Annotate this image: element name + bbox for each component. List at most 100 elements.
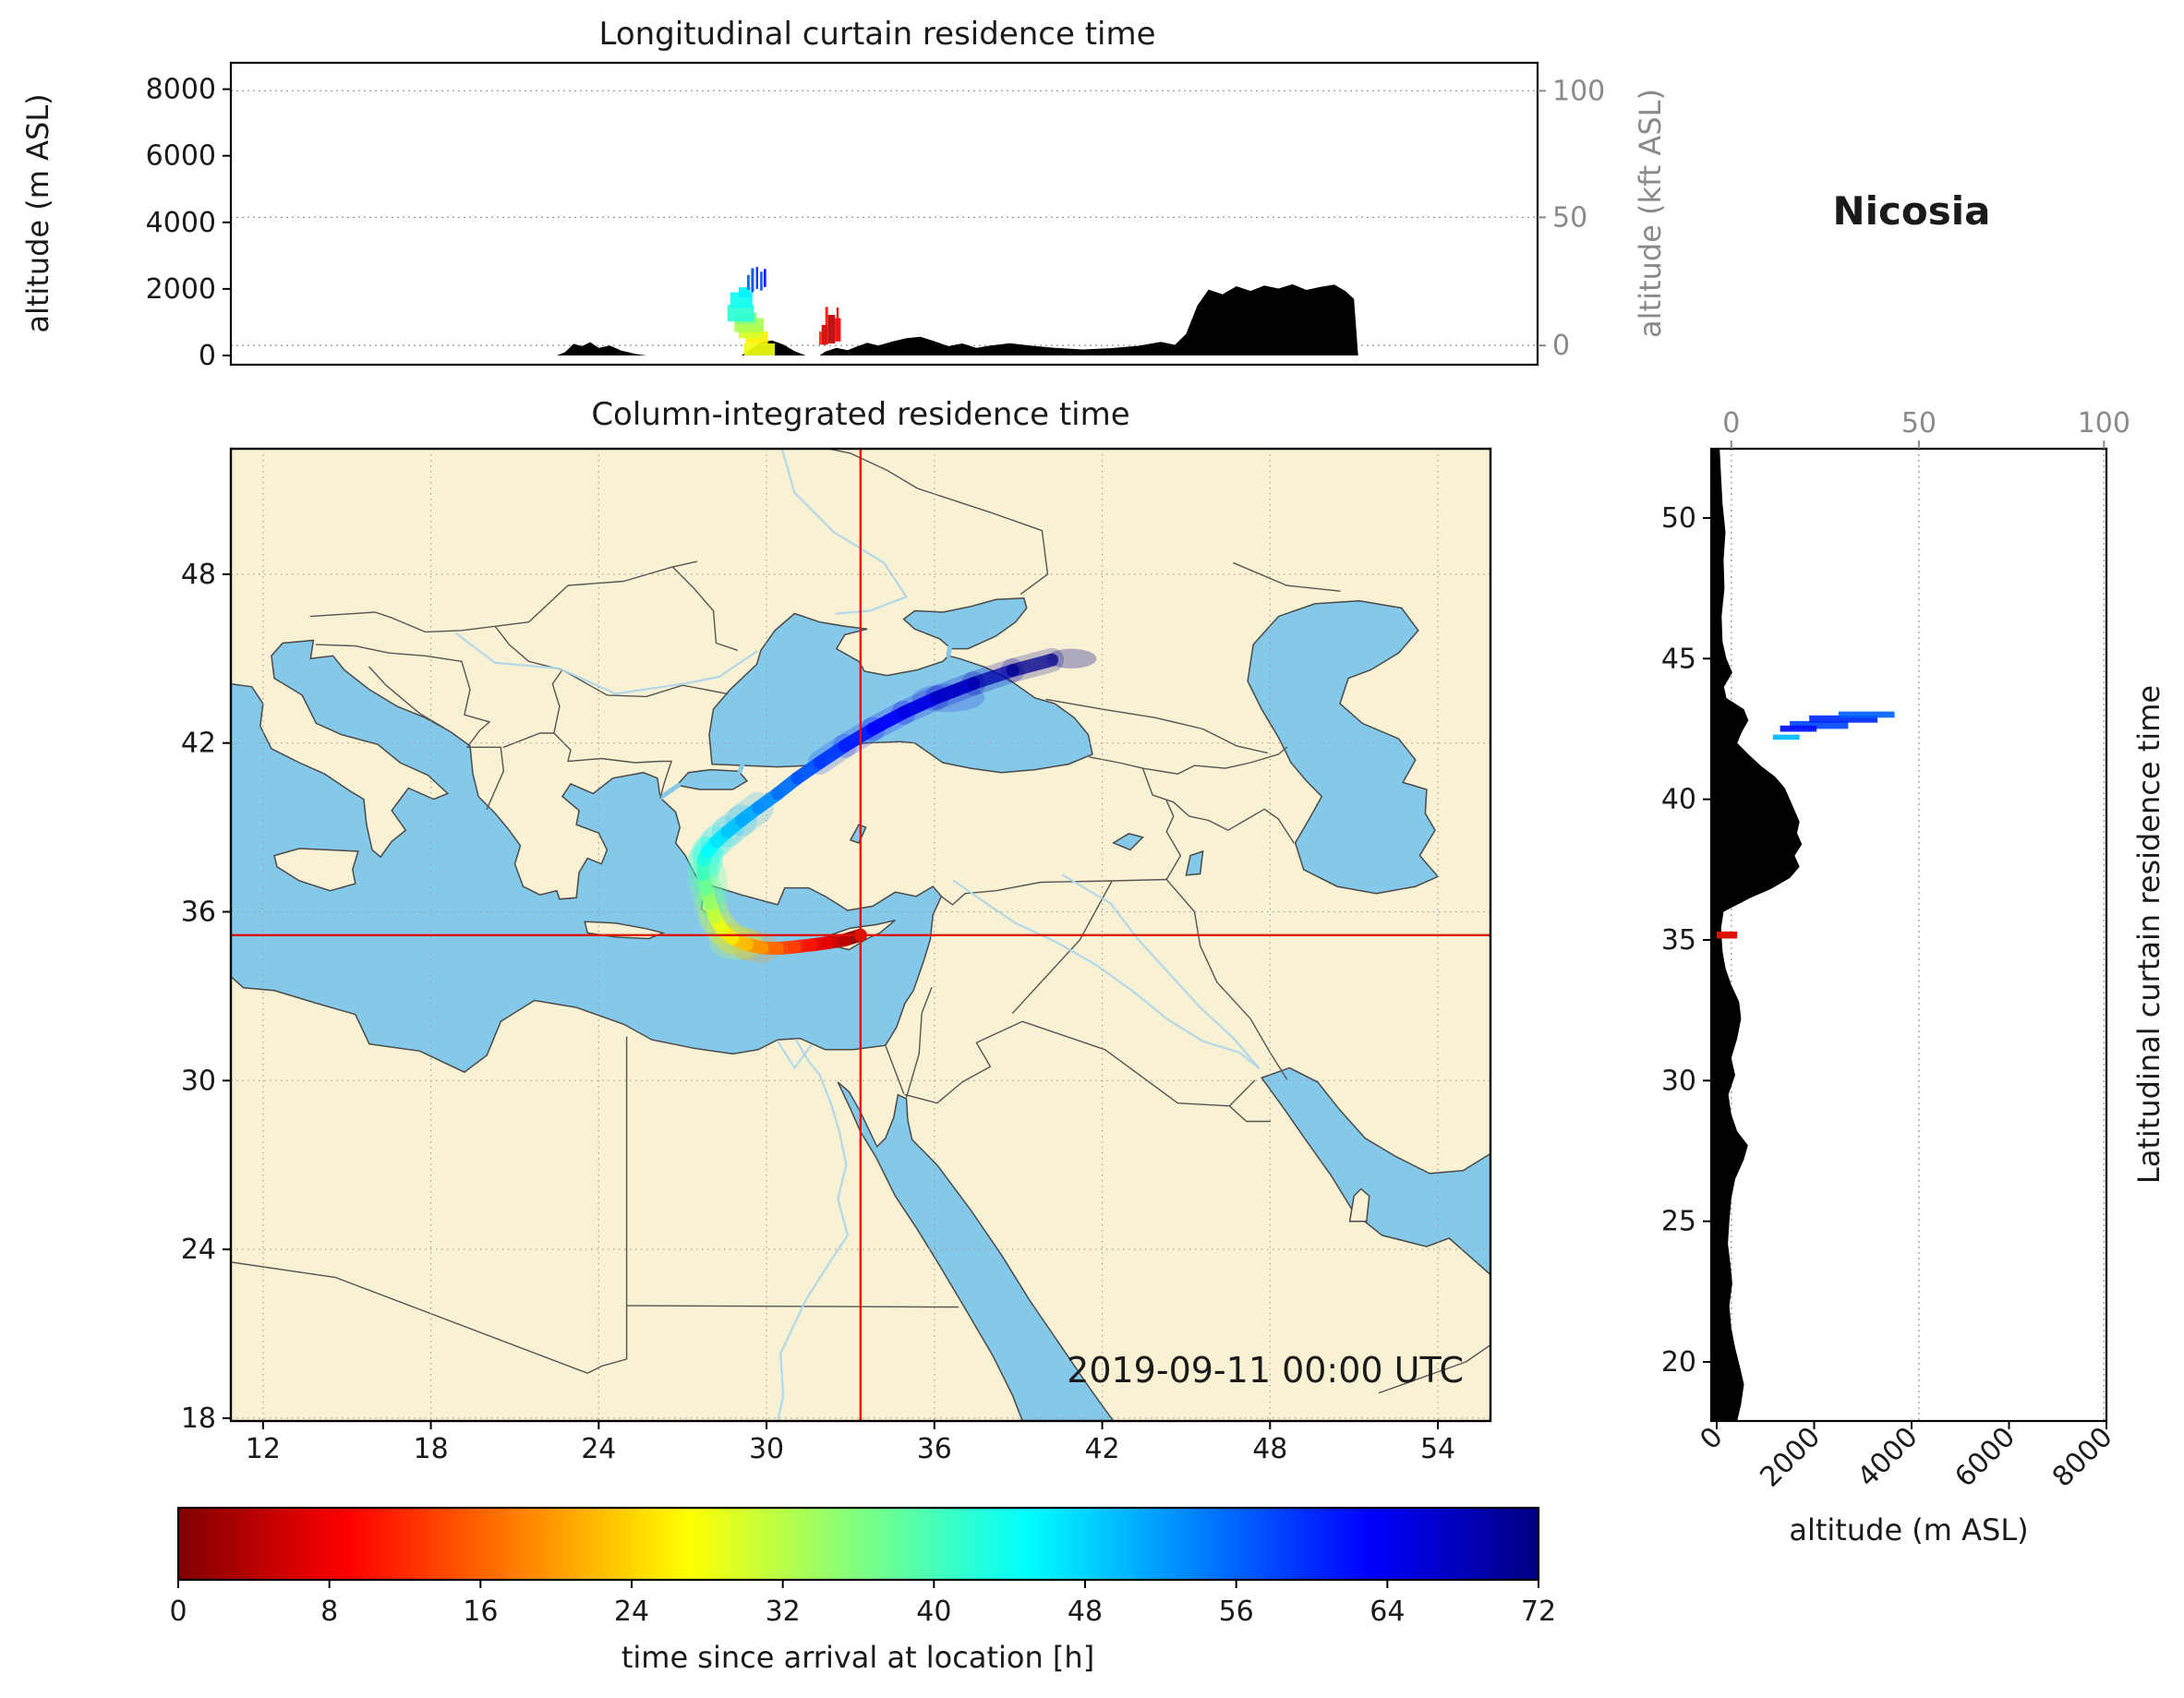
map-line — [946, 644, 952, 658]
curtain-cell — [1838, 711, 1895, 718]
map-line — [1089, 746, 1288, 775]
tick-label: 4000 — [146, 207, 216, 239]
map-line — [1141, 767, 1295, 844]
map-title: Column-integrated residence time — [591, 396, 1129, 433]
curtain-cell — [1809, 715, 1878, 723]
latitudinal-curtain-panel: 20 25 30 35 40 45 50 0 2000 4000 6000 8000 0 50 100 — [1661, 407, 2130, 1494]
tick-label: 30 — [749, 1433, 784, 1465]
water-persian_gulf — [1261, 1066, 1490, 1276]
tick-label: 36 — [181, 897, 216, 929]
top-panel-title: Longitudinal curtain residence time — [598, 16, 1155, 53]
map-line — [1165, 800, 1182, 881]
water-azov — [902, 597, 1028, 650]
map-line — [231, 1261, 628, 1374]
tick-label: 64 — [1370, 1596, 1405, 1628]
map-line — [1045, 698, 1269, 754]
tick-label: 8000 — [2046, 1421, 2119, 1494]
tick-label: 18 — [181, 1403, 216, 1435]
tick-label: 48 — [181, 559, 216, 591]
map-line — [777, 1040, 796, 1069]
tick-label: 24 — [581, 1433, 616, 1465]
curtain-cell — [746, 274, 750, 290]
tick-label: 8000 — [146, 74, 216, 106]
map-line — [952, 879, 1261, 1069]
tick-label: 2000 — [1754, 1421, 1827, 1494]
curtain-cell — [819, 331, 822, 345]
tick-label: 16 — [463, 1596, 498, 1628]
map-line — [551, 668, 563, 734]
map-line — [671, 566, 738, 651]
top-kft-ylabel: altitude (kft ASL) — [1633, 89, 1668, 338]
tick-label: 6000 — [146, 140, 216, 173]
map-datetime-label: 2019-09-11 00:00 UTC — [1067, 1350, 1464, 1391]
panel-frame — [229, 61, 1539, 367]
map-line — [561, 668, 729, 698]
map-line — [1228, 1105, 1272, 1123]
map-line — [625, 1305, 959, 1308]
tick-label: 40 — [1661, 784, 1696, 816]
right-panel-xlabel: altitude (m ASL) — [1789, 1512, 2028, 1547]
tick-label: 42 — [181, 728, 216, 760]
map-line — [1233, 562, 1341, 592]
map-line — [1011, 880, 1113, 1014]
tick-label: 0 — [1722, 407, 1740, 440]
tick-label: 0 — [199, 340, 216, 372]
tick-label: 72 — [1521, 1596, 1556, 1628]
tick-label: 18 — [413, 1433, 448, 1465]
map-line — [1165, 878, 1288, 1080]
tick-label: 25 — [1661, 1206, 1696, 1238]
water-red_sea — [837, 1081, 1115, 1421]
map-line — [466, 746, 504, 810]
map-line — [461, 660, 490, 748]
tick-label: 100 — [1552, 75, 1605, 107]
tick-label: 32 — [766, 1596, 801, 1628]
map-line — [368, 666, 444, 729]
longitudinal-terrain-profile — [231, 283, 1490, 355]
tick-label: 35 — [1661, 924, 1696, 957]
map-line — [454, 632, 758, 695]
tick-label: 40 — [916, 1596, 951, 1628]
map-line — [315, 644, 463, 662]
map-line — [502, 732, 672, 799]
map-line — [780, 449, 908, 615]
curtain-cell — [836, 307, 839, 319]
colorbar-gradient — [178, 1508, 1538, 1580]
tick-label: 56 — [1219, 1596, 1254, 1628]
trajectory-segment — [930, 677, 981, 704]
curtain-cell — [825, 307, 828, 325]
map-frame — [229, 447, 1492, 1423]
colorbar-frame — [176, 1506, 1540, 1582]
tick-label: 24 — [181, 1234, 216, 1266]
landmass — [231, 449, 1490, 1421]
map-panel: 12 18 24 30 36 42 48 54 18 24 30 36 42 48 — [181, 447, 1492, 1465]
curtain-cell — [755, 267, 758, 289]
panel-frame — [1709, 447, 2108, 1423]
curtain-cell — [743, 343, 776, 355]
water-marmara — [675, 768, 749, 790]
colorbar-label: time since arrival at location [h] — [621, 1640, 1094, 1675]
tick-label: 20 — [1661, 1346, 1696, 1379]
map-line — [827, 449, 1049, 595]
water-caspian — [1247, 600, 1440, 895]
tick-label: 42 — [1084, 1433, 1119, 1465]
curtain-cell — [1772, 734, 1800, 741]
water-black_sea — [708, 612, 1093, 774]
latitudinal-terrain-profile — [1712, 449, 1803, 1421]
curtain-cell — [727, 305, 754, 322]
tick-label: 8 — [320, 1596, 338, 1628]
right-panel-title: Latitudinal curtain residence time — [2131, 685, 2166, 1184]
map-line — [658, 782, 682, 801]
tick-label: 50 — [1552, 201, 1587, 234]
tick-label: 30 — [181, 1065, 216, 1097]
map-line — [905, 987, 933, 1099]
curtain-cell — [1790, 720, 1849, 729]
tick-label: 48 — [1252, 1433, 1287, 1465]
trajectory-spread — [1045, 648, 1097, 668]
tick-label: 54 — [1420, 1433, 1455, 1465]
arrival-terrain-marker — [1717, 931, 1738, 939]
water-lake_van — [1112, 832, 1144, 851]
tick-label: 48 — [1068, 1596, 1103, 1628]
tick-label: 6000 — [1949, 1421, 2021, 1494]
tick-label: 24 — [614, 1596, 649, 1628]
tick-label: 100 — [2078, 407, 2130, 440]
